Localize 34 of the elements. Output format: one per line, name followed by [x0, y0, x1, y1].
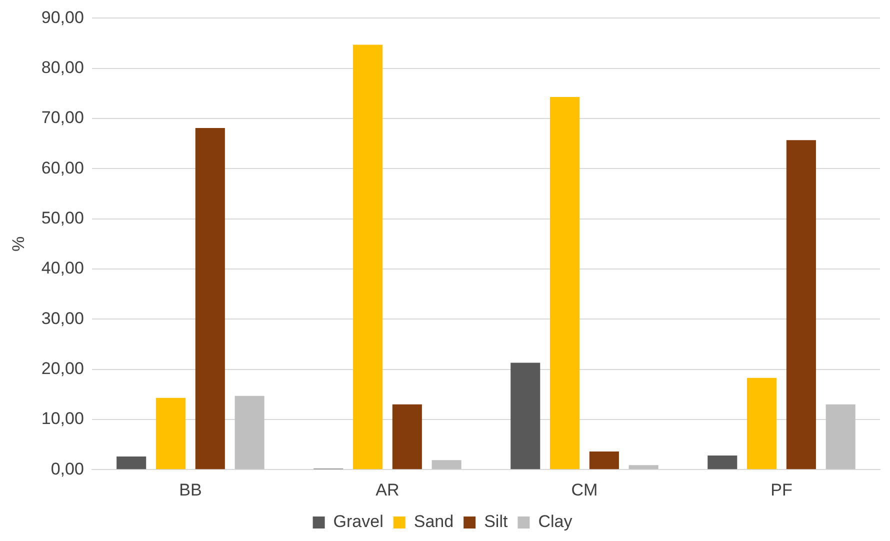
x-tick-label: BB [179, 480, 202, 500]
bar [432, 460, 462, 470]
bar [116, 456, 146, 470]
x-tick-label: CM [571, 480, 598, 500]
y-tick-label: 40,00 [41, 258, 84, 278]
bar [747, 378, 777, 470]
bar [550, 96, 580, 470]
bar [195, 128, 225, 470]
y-tick-label: 80,00 [41, 58, 84, 78]
y-tick-label: 70,00 [41, 108, 84, 128]
bar [392, 404, 422, 470]
y-tick-label: 30,00 [41, 308, 84, 328]
y-tick-label: 10,00 [41, 409, 84, 428]
bar [510, 362, 540, 470]
bar [352, 44, 383, 470]
legend-label: Silt [484, 512, 508, 532]
bar [708, 456, 738, 470]
y-tick-label: 50,00 [41, 208, 84, 228]
x-tick-label: AR [376, 480, 400, 500]
legend-label: Gravel [333, 512, 384, 532]
legend-label: Sand [414, 512, 454, 532]
y-tick-label: 60,00 [41, 158, 84, 178]
legend-label: Clay [538, 512, 573, 532]
bar [826, 404, 856, 470]
bar [156, 398, 186, 470]
y-tick-label: 90,00 [41, 8, 84, 27]
bar [628, 465, 658, 470]
y-tick-label: 0,00 [50, 459, 84, 478]
bar [589, 452, 619, 470]
y-tick-label: 20,00 [41, 358, 84, 378]
x-tick-label: PF [770, 480, 792, 500]
bar [786, 140, 816, 470]
bar [234, 396, 264, 470]
y-axis-title: % [8, 236, 28, 252]
